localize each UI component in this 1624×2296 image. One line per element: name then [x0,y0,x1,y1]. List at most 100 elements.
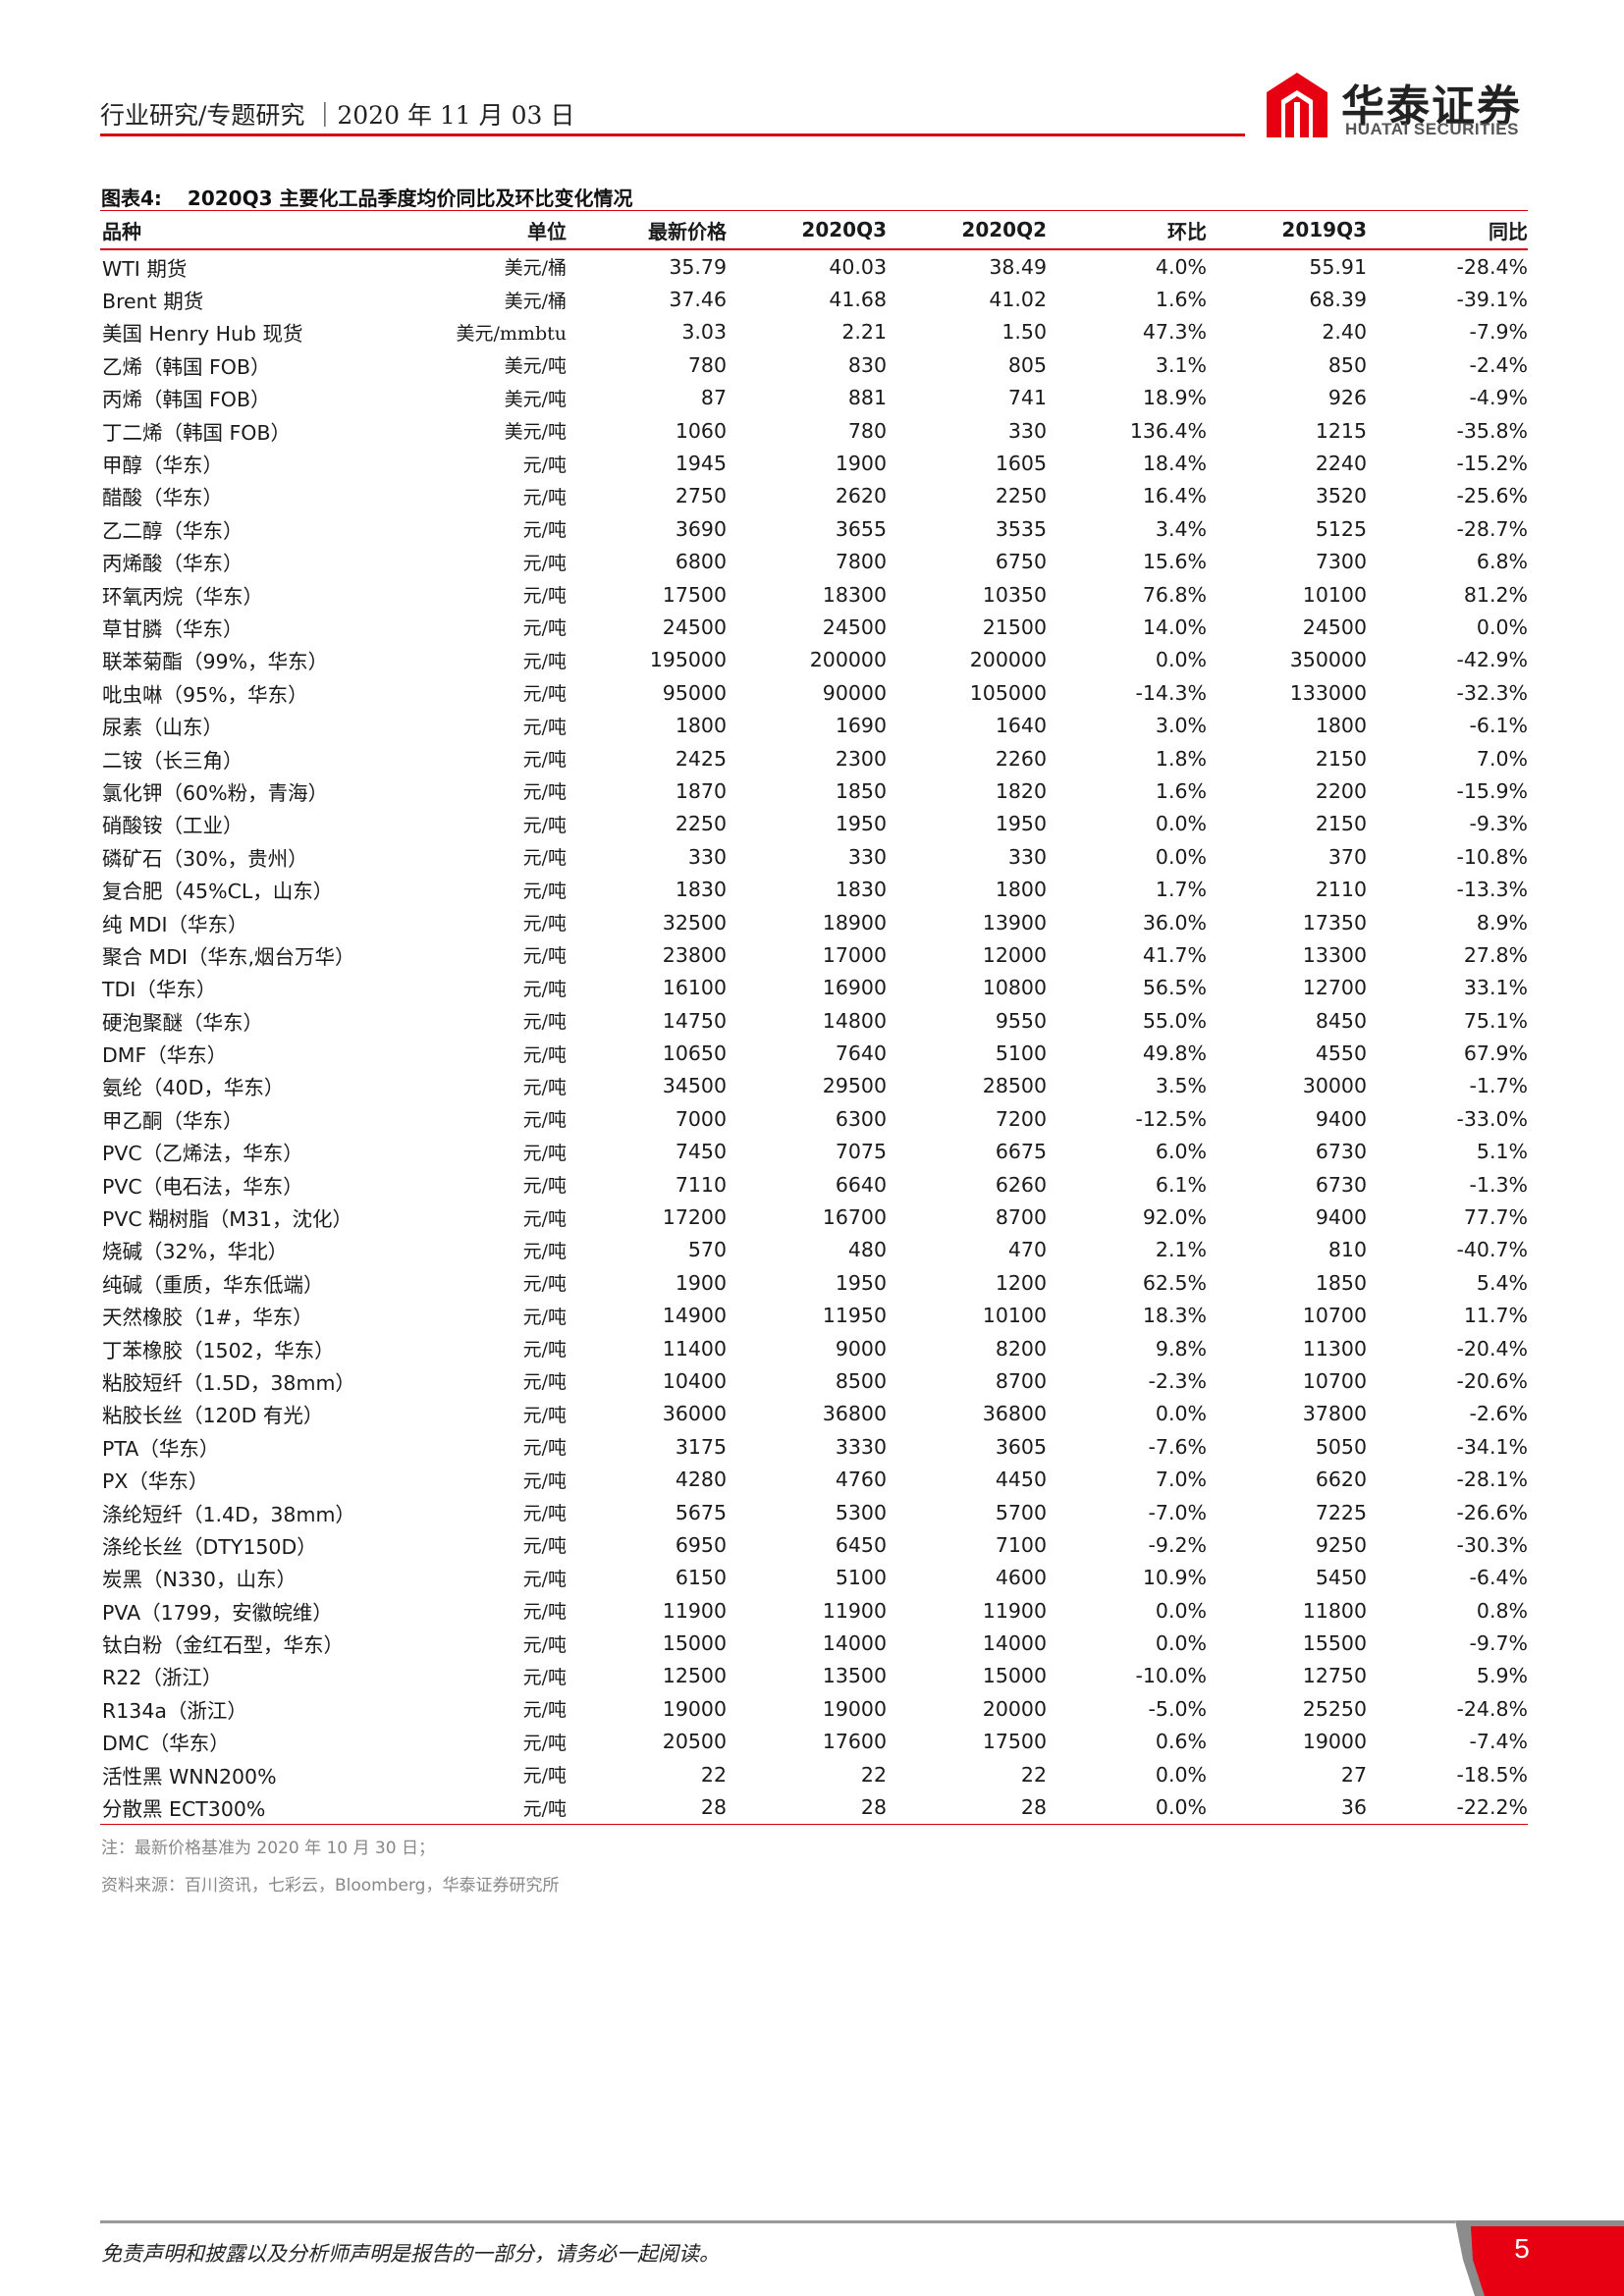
table-row: 尿素（山东） 元/吨 1800 1690 1640 3.0% 1800 -6.1% [100,709,1528,741]
cell-qoq: 41.7% [1142,942,1207,967]
cell-2020q2: 21500 [982,614,1047,639]
cell-2019q3: 27 [1340,1762,1367,1787]
cell-yoy: -28.4% [1456,254,1528,279]
cell-unit: 元/吨 [522,1633,567,1656]
cell-latest-price: 1800 [675,714,727,738]
table-row: 炭黑（N330，山东） 元/吨 6150 5100 4600 10.9% 5450 -6.4% [100,1562,1528,1594]
cell-qoq: 76.8% [1142,582,1207,607]
cell-yoy: -1.3% [1469,1172,1528,1197]
table-row: 丁二烯（韩国 FOB） 美元/吨 1060 780 330 136.4% 1215 -35.8… [100,414,1528,447]
cell-2020q3: 200000 [809,648,887,672]
cell-product: 粘胶短纤（1.5D，38mm） [102,1370,355,1395]
cell-unit: 元/吨 [522,1142,567,1164]
cell-latest-price: 36000 [662,1402,727,1426]
cell-yoy: 27.8% [1463,942,1528,967]
cell-product: 环氧丙烷（华东） [102,584,263,609]
cell-2019q3: 17350 [1302,910,1367,934]
cell-latest-price: 19000 [662,1696,727,1721]
cell-2020q3: 1950 [835,812,887,836]
cell-product: 乙二醇（华东） [102,518,244,543]
cell-2020q3: 4760 [835,1468,887,1492]
cell-product: 二铵（长三角） [102,748,244,773]
cell-2020q3: 6640 [835,1172,887,1197]
cell-2019q3: 11800 [1302,1598,1367,1623]
cell-2019q3: 9400 [1315,1205,1367,1230]
cell-product: 硝酸铵（工业） [102,814,244,838]
cell-2020q2: 12000 [982,942,1047,967]
cell-product: 氯化钾（60%粉，青海） [102,780,329,805]
cell-qoq: 14.0% [1142,614,1207,639]
cell-2019q3: 3520 [1315,484,1367,508]
table-row: R22（浙江） 元/吨 12500 13500 15000 -10.0% 12750 5.9% [100,1660,1528,1692]
cell-2020q2: 13900 [982,910,1047,934]
cell-unit: 元/吨 [522,1339,567,1362]
cell-yoy: -2.6% [1469,1402,1528,1426]
cell-product: 丙烯（韩国 FOB） [102,388,271,412]
cell-qoq: 0.0% [1155,1631,1207,1656]
cell-qoq: 3.5% [1155,1074,1207,1098]
cell-product: 氨纶（40D，华东） [102,1076,285,1100]
cell-2020q2: 7200 [995,1106,1047,1131]
cell-2020q3: 5100 [835,1566,887,1590]
table-row: 环氧丙烷（华东） 元/吨 17500 18300 10350 76.8% 10100 81.2… [100,578,1528,611]
cell-yoy: 5.9% [1476,1664,1528,1688]
cell-product: 涤纶短纤（1.4D，38mm） [102,1502,355,1526]
cell-product: 丁二烯（韩国 FOB） [102,420,292,445]
cell-2020q3: 1950 [835,1270,887,1295]
cell-2020q2: 6675 [995,1140,1047,1164]
cell-yoy: 75.1% [1463,1008,1528,1033]
cell-unit: 元/吨 [522,978,567,1000]
huatai-logo-icon [1267,73,1327,137]
cell-unit: 元/吨 [522,1437,567,1460]
cell-latest-price: 6950 [675,1532,727,1557]
cell-2020q3: 14000 [822,1631,887,1656]
cell-qoq: 1.8% [1155,746,1207,771]
cell-latest-price: 10400 [662,1368,727,1393]
cell-qoq: -2.3% [1148,1368,1207,1393]
cell-2019q3: 5450 [1315,1566,1367,1590]
cell-latest-price: 14750 [662,1008,727,1033]
cell-unit: 元/吨 [522,1043,567,1066]
cell-qoq: -7.0% [1148,1500,1207,1524]
cell-product: 钛白粉（金红石型，华东） [102,1633,344,1658]
cell-qoq: 49.8% [1142,1041,1207,1066]
cell-unit: 元/吨 [522,1699,567,1722]
cell-2020q3: 16900 [822,976,887,1000]
cell-2020q3: 28 [727,1790,887,1825]
cell-2019q3: 2240 [1315,452,1367,476]
cell-2020q3: 7640 [835,1041,887,1066]
cell-2019q3: 926 [1327,386,1367,410]
table-row: 美国 Henry Hub 现货 美元/mmbtu 3.03 2.21 1.50 47.3%… [100,316,1528,348]
cell-2020q2: 1950 [995,812,1047,836]
cell-yoy: 5.4% [1476,1270,1528,1295]
cell-qoq: 1.7% [1155,878,1207,902]
cell-2020q2: 741 [1007,386,1047,410]
cell-yoy: -33.0% [1456,1106,1528,1131]
table-row: 吡虫啉（95%，华东） 元/吨 95000 90000 105000 -14.3% 1330… [100,676,1528,709]
cell-2020q2: 200000 [969,648,1047,672]
cell-latest-price: 3175 [675,1434,727,1459]
cell-unit: 元/吨 [522,749,567,772]
cell-2019q3: 2200 [1315,778,1367,803]
cell-2019q3: 10100 [1302,582,1367,607]
table-row: 纯 MDI（华东） 元/吨 32500 18900 13900 36.0% 17350 8.9… [100,906,1528,938]
cell-yoy: -30.3% [1456,1532,1528,1557]
cell-latest-price: 34500 [662,1074,727,1098]
table-row: 纯碱（重质，华东低端） 元/吨 1900 1950 1200 62.5% 1850 5.4% [100,1266,1528,1299]
cell-2019q3: 11300 [1302,1336,1367,1361]
table-row: 聚合 MDI（华东,烟台万华） 元/吨 23800 17000 12000 41.7% 13… [100,938,1528,971]
cell-2020q3: 18900 [822,910,887,934]
table-row: 甲乙酮（华东） 元/吨 7000 6300 7200 -12.5% 9400 -33.0% [100,1102,1528,1135]
cell-2020q2: 1200 [995,1270,1047,1295]
cell-product: TDI（华东） [102,978,217,1002]
cell-2020q2: 1.50 [1001,320,1047,345]
cell-2020q2: 22 [1020,1762,1047,1787]
cell-unit: 元/吨 [522,585,567,608]
table-row: 分散黑 ECT300% 元/吨 28 28 28 0.0% 36 -22.2% [100,1790,1528,1825]
cell-yoy: -28.7% [1456,516,1528,541]
cell-2020q2: 105000 [969,680,1047,705]
footer-disclaimer: 免责声明和披露以及分析师声明是报告的一部分，请务必一起阅读。 [101,2242,720,2266]
cell-product: 硬泡聚醚（华东） [102,1010,263,1035]
cell-product: 烧碱（32%，华北） [102,1240,289,1264]
cell-2019q3: 2150 [1315,812,1367,836]
